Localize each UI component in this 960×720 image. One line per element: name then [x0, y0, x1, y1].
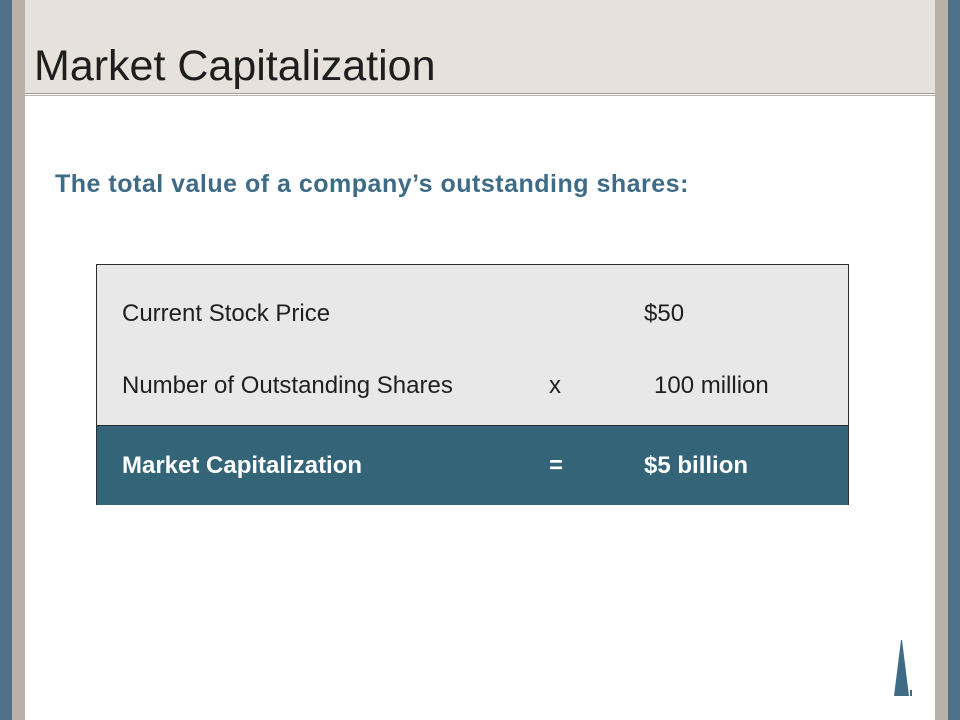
calc-row-label: Number of Outstanding Shares: [122, 372, 453, 399]
calc-row-operator: x: [549, 372, 561, 399]
tower-logo-icon: [894, 640, 912, 696]
title-divider: [25, 95, 935, 96]
title-band: [25, 0, 935, 94]
calc-row-stock-price: Current Stock Price $50: [97, 289, 848, 339]
slide: Market Capitalization The total value of…: [25, 0, 935, 720]
calc-row-label: Current Stock Price: [122, 300, 331, 327]
slide-subtitle: The total value of a company’s outstandi…: [55, 170, 689, 198]
calc-row-value: 100 million: [654, 372, 769, 399]
calculation-table: Current Stock Price $50 Number of Outsta…: [96, 264, 849, 505]
result-operator: =: [549, 452, 564, 479]
calc-row-value: $50: [644, 300, 685, 327]
result-value: $5 billion: [644, 452, 749, 479]
slide-title: Market Capitalization: [34, 42, 436, 90]
calc-row-outstanding-shares: Number of Outstanding Shares x 100 milli…: [97, 361, 848, 411]
calc-row-result: Market Capitalization = $5 billion: [97, 425, 848, 505]
result-label: Market Capitalization: [122, 452, 363, 479]
